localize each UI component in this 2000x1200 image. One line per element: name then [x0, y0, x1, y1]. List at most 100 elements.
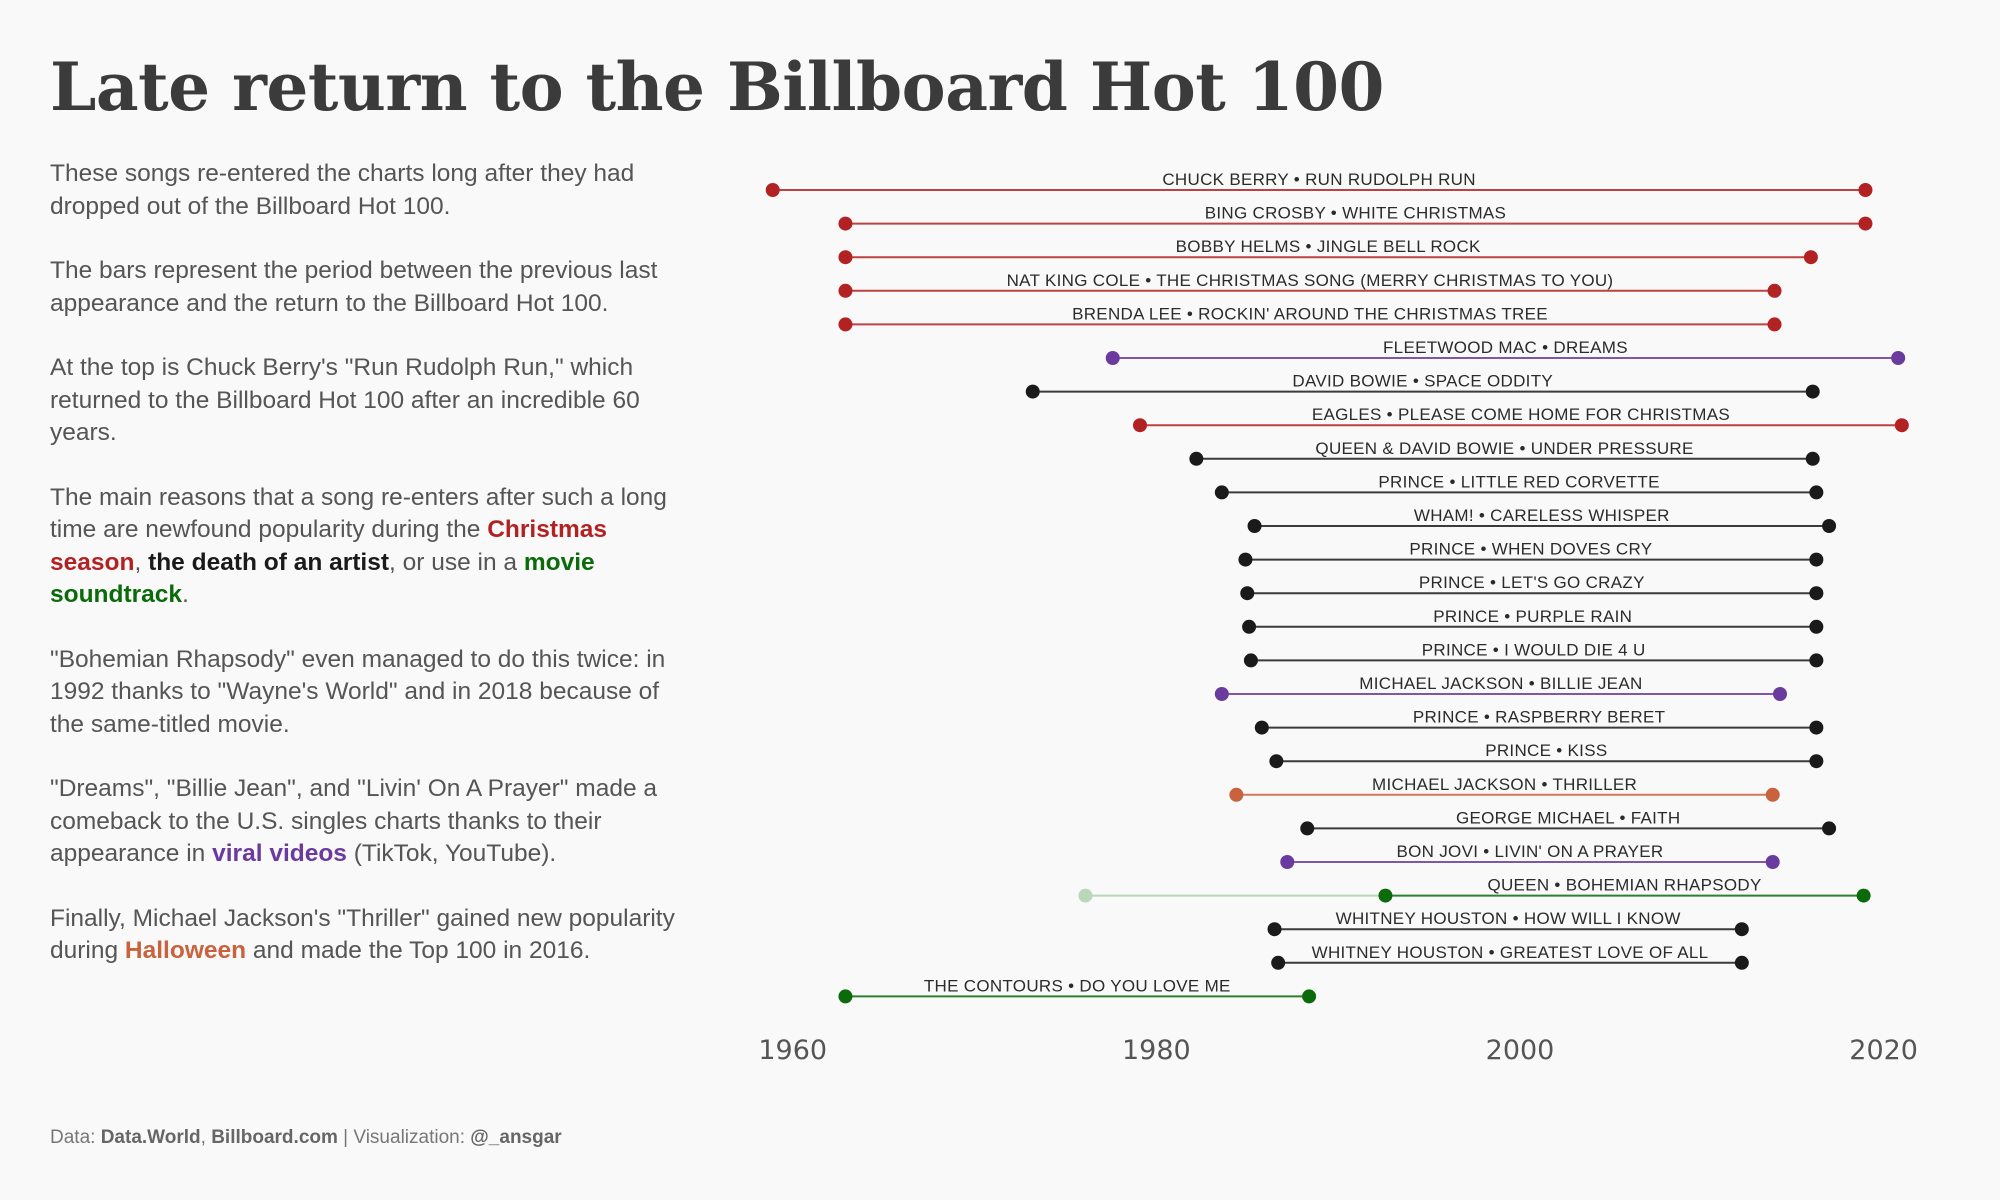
song-point-end — [1809, 586, 1824, 601]
song-label: BON JOVI • LIVIN' ON A PRAYER — [1397, 842, 1664, 861]
song-point-first-start — [1078, 888, 1093, 903]
song-label: WHAM! • CARELESS WHISPER — [1414, 506, 1670, 525]
song-point-start — [1133, 418, 1147, 433]
footer-data-label: Data: — [50, 1127, 101, 1148]
song-label: PRINCE • LITTLE RED CORVETTE — [1378, 472, 1659, 491]
song-point-end — [1765, 787, 1780, 802]
song-label: NAT KING COLE • THE CHRISTMAS SONG (MERR… — [1007, 271, 1614, 290]
song-label: PRINCE • LET'S GO CRAZY — [1419, 573, 1645, 592]
song-point-start — [1240, 586, 1255, 601]
song-label: PRINCE • RASPBERRY BERET — [1413, 708, 1665, 727]
song-label: PRINCE • PURPLE RAIN — [1433, 607, 1632, 626]
song-point-end — [1809, 619, 1824, 634]
song-point-end — [1809, 485, 1824, 500]
song-label: BING CROSBY • WHITE CHRISTMAS — [1205, 204, 1506, 223]
p4-sep: , — [134, 548, 149, 576]
song-point-start — [1105, 351, 1120, 365]
song-point-end — [1805, 384, 1820, 399]
song-label: MICHAEL JACKSON • BILLIE JEAN — [1359, 674, 1642, 693]
song-point-end — [1803, 250, 1818, 265]
song-label: THE CONTOURS • DO YOU LOVE ME — [924, 976, 1231, 995]
p4-text-a: The main reasons that a song re-enters a… — [50, 483, 667, 544]
song-label: PRINCE • WHEN DOVES CRY — [1409, 540, 1652, 559]
song-point-end — [1809, 552, 1824, 567]
highlight-death: the death of an artist — [148, 548, 390, 576]
song-label: BOBBY HELMS • JINGLE BELL ROCK — [1176, 237, 1481, 256]
song-point-start — [1238, 552, 1253, 567]
song-point-end — [1894, 418, 1909, 433]
x-tick-label: 1980 — [1122, 1035, 1191, 1066]
song-point-start — [1214, 485, 1229, 500]
p6-text-b: (TikTok, YouTube). — [346, 840, 557, 867]
description-p4: The main reasons that a song re-enters a… — [50, 482, 680, 612]
description-p5: "Bohemian Rhapsody" even managed to do t… — [50, 645, 666, 738]
description-p1: These songs re-entered the charts long a… — [50, 160, 635, 220]
song-point-start — [838, 989, 853, 1004]
description-p2: The bars represent the period between th… — [50, 257, 658, 317]
song-point-end — [1773, 687, 1787, 701]
song-label: WHITNEY HOUSTON • GREATEST LOVE OF ALL — [1312, 943, 1709, 962]
footer-credits: Data: Data.World, Billboard.com | Visual… — [50, 1127, 562, 1149]
song-label: QUEEN • BOHEMIAN RHAPSODY — [1487, 876, 1761, 895]
song-point-start — [1254, 720, 1269, 735]
x-tick-label: 2020 — [1849, 1035, 1918, 1066]
song-point-start — [1229, 787, 1244, 802]
song-label: PRINCE • I WOULD DIE 4 U — [1422, 640, 1646, 659]
p7-text-a: Finally, Michael Jackson's "Thriller" ga… — [50, 904, 675, 965]
song-point-start — [1242, 619, 1257, 634]
footer-viz-label: | Visualization: — [337, 1127, 471, 1148]
highlight-christmas: Christmas season — [50, 516, 608, 576]
song-point-start — [1300, 821, 1315, 836]
description: These songs re-entered the charts long a… — [50, 158, 680, 1000]
p4-end: . — [182, 581, 189, 608]
footer-source-billboard: Billboard.com — [211, 1127, 338, 1148]
song-point-end — [1822, 519, 1837, 533]
x-tick-label: 2000 — [1486, 1035, 1555, 1066]
song-point-start — [838, 317, 853, 332]
song-point-end — [1767, 283, 1782, 298]
song-label: QUEEN & DAVID BOWIE • UNDER PRESSURE — [1315, 439, 1693, 458]
song-point-end — [1809, 720, 1824, 735]
song-label: EAGLES • PLEASE COME HOME FOR CHRISTMAS — [1312, 405, 1730, 424]
song-point-start — [838, 283, 853, 298]
song-label: GEORGE MICHAEL • FAITH — [1456, 808, 1680, 827]
song-point-start — [838, 250, 853, 265]
dumbbell-chart: CHUCK BERRY • RUN RUDOLPH RUN BING CROSBY… — [758, 170, 1918, 1066]
footer-source-dataworld: Data.World — [100, 1127, 201, 1148]
song-label: BRENDA LEE • ROCKIN' AROUND THE CHRISTMA… — [1072, 304, 1548, 323]
song-point-end — [1822, 821, 1837, 836]
p6-text-a: "Dreams", "Billie Jean", and "Livin' On … — [50, 775, 658, 867]
song-point-end — [1858, 216, 1873, 231]
song-point-end — [1302, 989, 1317, 1004]
footer-comma: , — [200, 1127, 212, 1148]
song-point-start — [1271, 955, 1286, 970]
song-point-end — [1767, 317, 1782, 332]
song-point-start — [838, 216, 853, 231]
p7-text-b: and made the Top 100 in 2016. — [246, 937, 591, 964]
song-point-start — [765, 183, 780, 197]
page-title: Late return to the Billboard Hot 100 — [50, 48, 1384, 126]
x-tick-label: 1960 — [758, 1035, 827, 1066]
song-point-end — [1891, 351, 1906, 365]
song-point-start — [1280, 855, 1295, 869]
description-p7: Finally, Michael Jackson's "Thriller" ga… — [50, 903, 680, 968]
footer-author: @_ansgar — [470, 1127, 562, 1148]
song-point-end — [1765, 855, 1780, 869]
song-point-start — [1247, 519, 1262, 533]
song-label: WHITNEY HOUSTON • HOW WILL I KNOW — [1336, 909, 1681, 928]
song-point-end — [1805, 451, 1820, 466]
highlight-halloween: Halloween — [124, 937, 247, 964]
song-point-start — [1214, 687, 1229, 701]
song-point-end — [1809, 754, 1824, 769]
song-label: MICHAEL JACKSON • THRILLER — [1372, 775, 1637, 794]
song-point-end — [1858, 183, 1873, 197]
description-p3: At the top is Chuck Berry's "Run Rudolph… — [50, 354, 640, 446]
song-point-start — [1189, 451, 1204, 466]
song-point-end — [1734, 955, 1749, 970]
song-point-start — [1378, 888, 1393, 903]
song-point-end — [1856, 888, 1871, 903]
highlight-movie: movie soundtrack — [50, 548, 595, 609]
song-point-start — [1025, 384, 1040, 399]
song-point-start — [1269, 754, 1284, 769]
song-label: PRINCE • KISS — [1485, 741, 1607, 760]
